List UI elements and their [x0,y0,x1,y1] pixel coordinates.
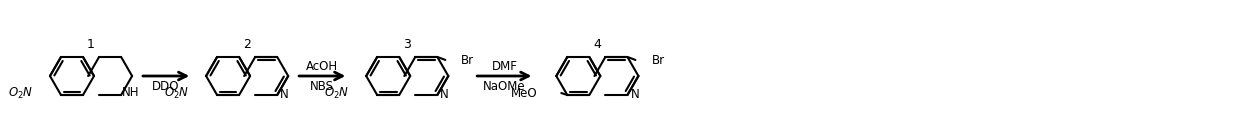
Text: N: N [630,87,639,100]
Text: $O_2N$: $O_2N$ [164,86,190,101]
Text: 4: 4 [594,37,601,50]
Text: 3: 3 [403,37,412,50]
Text: Br: Br [461,54,475,67]
Text: MeO: MeO [511,87,537,100]
Text: Br: Br [651,54,665,67]
Text: 2: 2 [243,37,250,50]
Text: DMF: DMF [491,60,517,73]
Text: DDQ: DDQ [153,80,180,93]
Text: $O_2N$: $O_2N$ [7,86,33,101]
Text: AcOH: AcOH [306,60,339,73]
Text: NBS: NBS [310,80,335,93]
Text: N: N [440,87,449,100]
Text: NH: NH [122,86,140,99]
Text: N: N [280,87,289,100]
Text: NaOMe: NaOMe [484,80,526,93]
Text: 1: 1 [87,37,95,50]
Text: $O_2N$: $O_2N$ [324,86,350,101]
